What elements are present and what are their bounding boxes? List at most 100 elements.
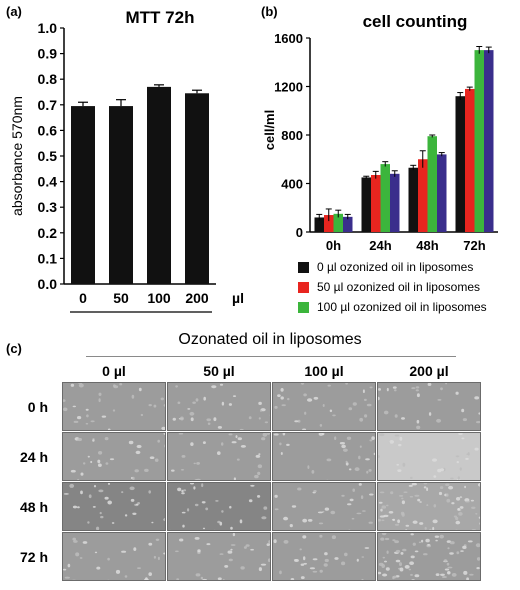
y-tick-label: 1200 (274, 80, 303, 95)
legend-label: 0 µl ozonized oil in liposomes (317, 260, 474, 274)
x-tick-label: 200 (185, 290, 209, 306)
legend-item: 0 µl ozonized oil in liposomes (298, 257, 487, 277)
mtt-bar-chart: 0.0 0.1 0.2 0.3 0.4 0.5 0.6 0.7 0.8 0.9 1.0 absorba… (9, 20, 244, 313)
y-axis-label: cell/ml (262, 110, 277, 150)
micrograph-image (62, 432, 166, 481)
legend-item: 50 µl ozonized oil in liposomes (298, 277, 487, 297)
y-tick-label: 0.4 (38, 174, 58, 190)
x-tick-label: 72h (463, 238, 485, 253)
bar (418, 159, 428, 232)
bar (371, 175, 381, 232)
bar (333, 213, 343, 232)
micrograph-texture (63, 433, 165, 480)
bar (465, 88, 475, 232)
micrograph-image (62, 532, 166, 581)
micrograph-texture (273, 433, 375, 480)
micrograph-image (272, 382, 376, 431)
micrograph-texture (378, 533, 480, 580)
bar (314, 217, 324, 232)
micrograph-image (167, 432, 271, 481)
micrograph-image (167, 382, 271, 431)
micrograph-image (167, 482, 271, 531)
micrograph-texture (168, 433, 270, 480)
y-tick-label: 0.3 (38, 199, 58, 215)
x-tick-label: 0 (79, 290, 87, 306)
legend-item: 100 µl ozonized oil in liposomes (298, 297, 487, 317)
y-tick-label: 0.0 (38, 276, 58, 292)
micrograph-image (377, 432, 481, 481)
y-tick-label: 0.2 (38, 225, 58, 241)
row-header: 72 h (19, 549, 48, 565)
micrograph-image (272, 532, 376, 581)
x-tick-label: 0h (326, 238, 341, 253)
bar (343, 216, 353, 232)
micrograph-texture (273, 533, 375, 580)
micrograph-texture (168, 533, 270, 580)
micrograph-texture (63, 383, 165, 430)
micrograph-texture (168, 483, 270, 530)
micrograph-image (167, 532, 271, 581)
y-axis-label: absorbance 570nm (9, 96, 25, 216)
y-tick-label: 0.7 (38, 97, 58, 113)
micrograph-texture (273, 483, 375, 530)
panel-a-label: (a) (6, 4, 22, 19)
y-tick-label: 0.9 (38, 46, 58, 62)
bar (147, 86, 171, 284)
x-tick-label: 48h (416, 238, 438, 253)
y-tick-label: 0.6 (38, 122, 58, 138)
column-header: 50 µl (203, 363, 235, 379)
bar (437, 154, 447, 232)
column-header: 200 µl (409, 363, 449, 379)
panel-c-label: (c) (6, 341, 22, 356)
micrograph-image (62, 482, 166, 531)
y-tick-label: 800 (281, 128, 303, 143)
micrograph-texture (273, 383, 375, 430)
y-tick-label: 0.1 (38, 250, 58, 266)
micrograph-image (62, 382, 166, 431)
bar (361, 177, 371, 232)
micrograph-texture (378, 383, 480, 430)
legend-swatch (298, 301, 309, 313)
bar (408, 167, 418, 232)
micrograph-grid: 0 µl 50 µl 100 µl 200 µl 0 h 24 h 48 h 72 h (0, 360, 520, 590)
panel-a-title: MTT 72h (125, 8, 195, 27)
bar (324, 215, 334, 232)
micrograph-texture (168, 383, 270, 430)
panel-b-title: cell counting (362, 12, 468, 31)
y-tick-label: 0.5 (38, 148, 58, 164)
micrograph-image (272, 482, 376, 531)
bar (427, 136, 437, 232)
y-tick-label: 1600 (274, 31, 303, 46)
y-tick-label: 1.0 (38, 20, 58, 36)
micrograph-image (377, 532, 481, 581)
column-header: 100 µl (304, 363, 344, 379)
y-tick-label: 400 (281, 177, 303, 192)
row-header: 0 h (27, 399, 48, 415)
bar (380, 164, 390, 232)
panel-c-title-rule (86, 356, 456, 357)
micrograph-texture (63, 533, 165, 580)
row-header: 48 h (19, 499, 48, 515)
x-unit-label: µl (232, 290, 244, 306)
micrograph-image (377, 382, 481, 431)
micrograph-texture (378, 483, 480, 530)
x-tick-label: 24h (369, 238, 391, 253)
micrograph-image (272, 432, 376, 481)
y-tick-label: 0.8 (38, 71, 58, 87)
bar (185, 93, 209, 284)
bar (474, 50, 484, 232)
bar (109, 106, 133, 284)
legend-label: 50 µl ozonized oil in liposomes (317, 280, 481, 294)
legend-swatch (298, 281, 309, 293)
column-header: 0 µl (102, 363, 126, 379)
micrograph-texture (63, 483, 165, 530)
legend-label: 100 µl ozonized oil in liposomes (317, 300, 487, 314)
x-tick-label: 100 (147, 290, 171, 306)
bar (484, 50, 494, 232)
row-header: 24 h (19, 449, 48, 465)
legend-swatch (298, 261, 309, 273)
panel-b-label: (b) (261, 4, 278, 19)
bar (71, 106, 95, 284)
bar (390, 173, 400, 232)
micrograph-image (377, 482, 481, 531)
